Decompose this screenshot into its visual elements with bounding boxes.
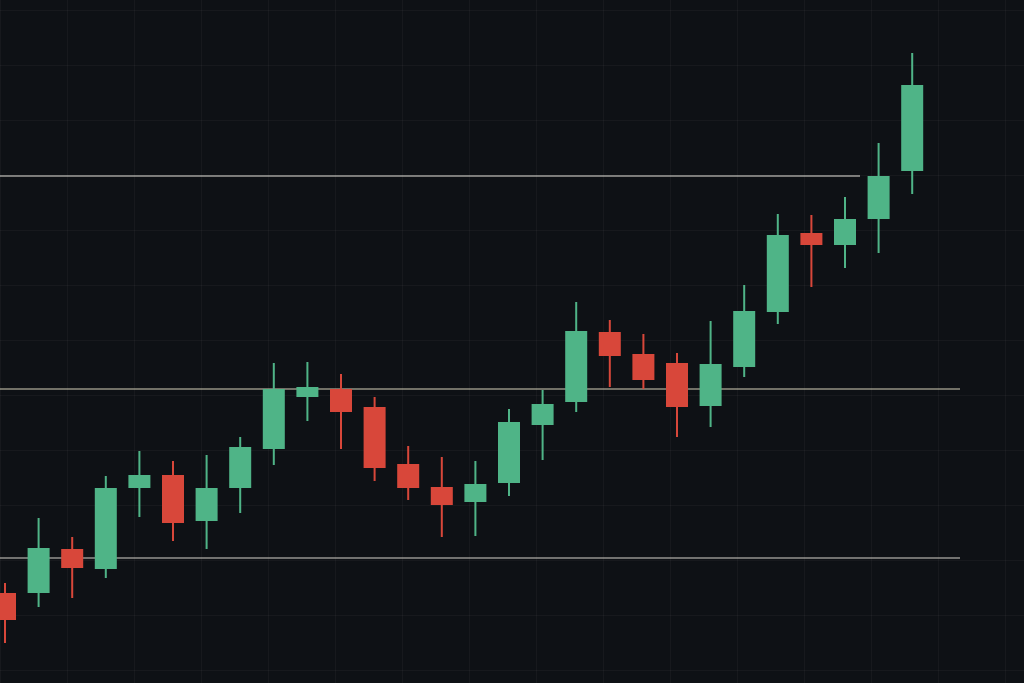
candle-body [901,85,924,171]
candle-body [867,176,890,219]
candle-body [531,404,554,425]
candle-body [565,331,588,402]
candle-body [94,488,117,569]
candle-body [262,389,285,449]
candle-body [666,363,688,407]
candle-body [598,332,621,356]
candle-body [61,549,84,568]
candle-body [363,407,386,468]
candle-body [498,422,520,483]
candle-body [464,484,487,502]
candle-body [699,364,722,406]
candle-body [800,233,823,245]
candle-body [195,488,218,521]
candle-body [330,389,352,412]
candle-body [27,548,50,593]
candle-body [296,387,319,397]
candle-body [128,475,151,488]
candle-body [162,475,184,523]
candle-body [430,487,453,505]
candle-body [766,235,789,312]
candle-body [733,311,756,367]
candle-body [632,354,655,380]
candle-body [397,464,420,488]
candle-body [0,593,16,620]
candle-body [834,219,856,245]
candle-body [229,447,252,488]
